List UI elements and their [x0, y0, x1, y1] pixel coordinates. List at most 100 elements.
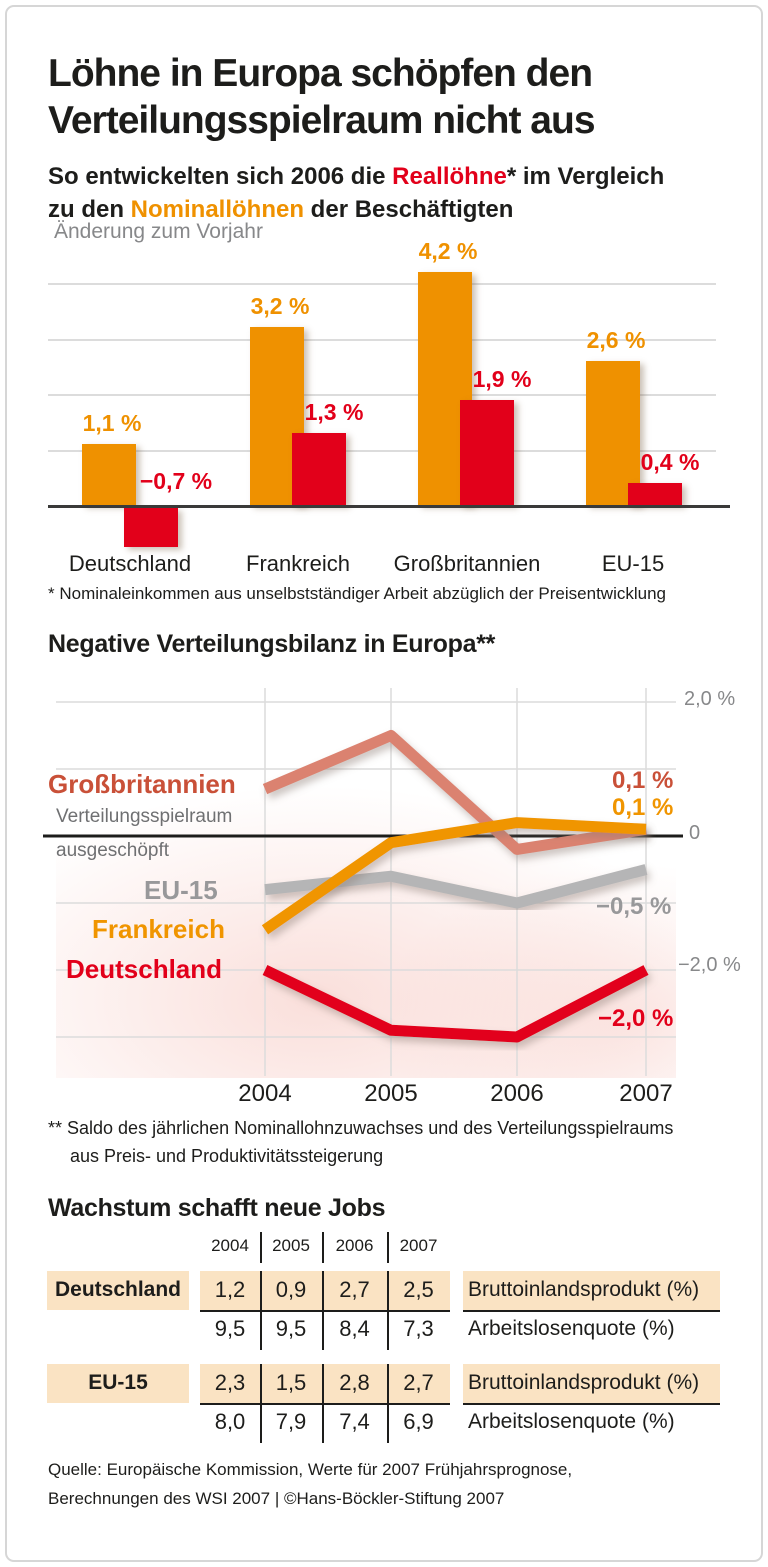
bar-label-real-eu-15: 0,4 % [640, 448, 700, 475]
table-underline-values-2 [200, 1403, 450, 1405]
bar-real-grossbritannien [460, 399, 514, 505]
source-line2: Berechnungen des WSI 2007 | ©Hans-Böckle… [48, 1489, 505, 1508]
table-strip-metric-0 [463, 1271, 720, 1310]
table-value-3-2007: 6,9 [403, 1409, 434, 1434]
bar-zero-axis [48, 505, 730, 508]
table-value-0-2007: 2,5 [403, 1277, 434, 1302]
table-value-2-2005: 1,5 [275, 1370, 307, 1395]
bar-chart-axis-note: Änderung zum Vorjahr [54, 220, 263, 243]
bar-gridline-1 [48, 449, 716, 452]
table-value-3-2006: 7,4 [339, 1409, 370, 1434]
table-header-divider-1 [322, 1232, 324, 1263]
table-value-2-2004: 2,3 [214, 1370, 246, 1395]
chart1-subtitle: So entwickelten sich 2006 die Reallöhne*… [48, 160, 664, 226]
table-underline-metric-2 [463, 1403, 720, 1405]
series-label-eu-15: EU-15 [144, 875, 218, 905]
table-value-1-2006: 8,4 [339, 1316, 370, 1341]
table-underline-metric-0 [463, 1310, 720, 1312]
ytick-plus2: 2,0 % [684, 688, 736, 710]
bar-category-frankreich: Frankreich [246, 551, 350, 576]
table-value-3-2005: 7,9 [275, 1409, 307, 1434]
xtick-2004: 2004 [238, 1080, 292, 1107]
table-header-divider-0 [260, 1232, 262, 1263]
end-label-frankreich: 0,1 % [612, 794, 674, 821]
xtick-2006: 2006 [490, 1080, 544, 1107]
series-label-grossbritannien: Großbritannien [48, 769, 236, 799]
bar-gridline-4 [48, 283, 716, 285]
bar-nominal-eu-15 [586, 360, 640, 505]
end-label-deutschland: −2,0 % [598, 1005, 674, 1032]
table-underline-values-0 [200, 1310, 450, 1312]
table-body-divider-0-2 [387, 1271, 389, 1350]
ytick-minus2: −2,0 % [678, 954, 741, 976]
bar-real-frankreich [292, 432, 346, 505]
footnote-saldo-line2: aus Preis- und Produktivitätssteigerung [70, 1146, 384, 1166]
zero-line-label-2: ausgeschöpft [56, 840, 170, 861]
bar-label-real-grossbritannien: 1,9 % [472, 365, 532, 392]
table-cell-bg-label-2 [47, 1364, 189, 1403]
subtitle-part2: im Vergleich [516, 163, 665, 190]
table-strip-values-0 [200, 1271, 450, 1310]
table-value-2-2007: 2,7 [403, 1370, 434, 1395]
page-title-line2: Verteilungsspielraum nicht aus [48, 99, 596, 142]
end-label-eu-15: −0,5 % [596, 893, 672, 920]
table-year-2007: 2007 [399, 1236, 438, 1255]
xtick-2005: 2005 [364, 1080, 418, 1107]
bar-real-eu-15 [628, 482, 682, 505]
bar-label-nominal-frankreich: 3,2 % [250, 293, 310, 320]
table-header-divider-2 [387, 1232, 389, 1263]
xtick-2007: 2007 [619, 1080, 673, 1107]
table-body-divider-1-0 [260, 1364, 262, 1443]
bar-category-grossbritannien: Großbritannien [393, 551, 541, 576]
subtitle-part4: der Beschäftigten [304, 196, 514, 223]
page-title-line1: Löhne in Europa schöpfen den [48, 52, 593, 95]
bar-real-deutschland [124, 508, 178, 547]
end-label-grossbritannien: 0,1 % [612, 767, 674, 794]
ytick-zero: 0 [689, 822, 701, 844]
table-body-divider-1-1 [322, 1364, 324, 1443]
bar-gridline-3 [48, 338, 716, 341]
table-value-0-2005: 0,9 [275, 1277, 307, 1302]
bar-label-nominal-grossbritannien: 4,2 % [418, 237, 478, 264]
subtitle-reallohne: Reallöhne [392, 163, 507, 190]
bar-category-eu-15: EU-15 [601, 551, 665, 576]
subtitle-part1: So entwickelten sich 2006 die [48, 163, 393, 190]
table-body-divider-0-1 [322, 1271, 324, 1350]
table-cell-bg-label-0 [47, 1271, 189, 1310]
table-metric-1: Arbeitslosenquote (%) [468, 1317, 675, 1340]
table-value-1-2007: 7,3 [403, 1316, 434, 1341]
table-strip-metric-2 [463, 1364, 720, 1403]
table-body-divider-0-0 [260, 1271, 262, 1350]
table-body-divider-1-2 [387, 1364, 389, 1443]
page-title: Löhne in Europa schöpfen den Verteilungs… [48, 50, 596, 144]
bar-label-nominal-deutschland: 1,1 % [82, 409, 142, 436]
subtitle-asterisk: * [506, 163, 517, 190]
bar-label-real-deutschland: −0,7 % [139, 468, 213, 494]
line-chart-title: Negative Verteilungsbilanz in Europa** [48, 630, 496, 658]
table-value-0-2006: 2,7 [339, 1277, 370, 1302]
zero-line-label-1: Verteilungsspielraum [56, 806, 233, 827]
table-year-2004: 2004 [211, 1236, 249, 1255]
jobs-table-title: Wachstum schafft neue Jobs [48, 1194, 386, 1222]
series-label-frankreich: Frankreich [92, 914, 225, 944]
footnote-reallohne: * Nominaleinkommen aus unselbstständiger… [48, 584, 666, 603]
table-row-label-eu-15: EU-15 [88, 1371, 148, 1394]
table-row-label-deutschland: Deutschland [54, 1278, 182, 1301]
bar-nominal-deutschland [82, 443, 136, 505]
subtitle-part3: zu den [48, 196, 131, 223]
bar-category-deutschland: Deutschland [68, 551, 192, 576]
table-value-2-2006: 2,8 [339, 1370, 370, 1395]
table-year-2006: 2006 [335, 1236, 374, 1255]
table-metric-3: Arbeitslosenquote (%) [468, 1410, 675, 1433]
bar-gridline-2 [48, 394, 716, 396]
source-line1: Quelle: Europäische Kommission, Werte fü… [48, 1460, 573, 1479]
table-value-0-2004: 1,2 [214, 1277, 246, 1302]
table-value-1-2005: 9,5 [275, 1316, 307, 1341]
series-label-deutschland: Deutschland [66, 954, 223, 984]
bar-label-nominal-eu-15: 2,6 % [586, 326, 646, 353]
table-strip-values-2 [200, 1364, 450, 1403]
table-value-3-2004: 8,0 [214, 1409, 246, 1434]
table-value-1-2004: 9,5 [214, 1316, 246, 1341]
table-metric-2: Bruttoinlandsprodukt (%) [468, 1371, 700, 1394]
